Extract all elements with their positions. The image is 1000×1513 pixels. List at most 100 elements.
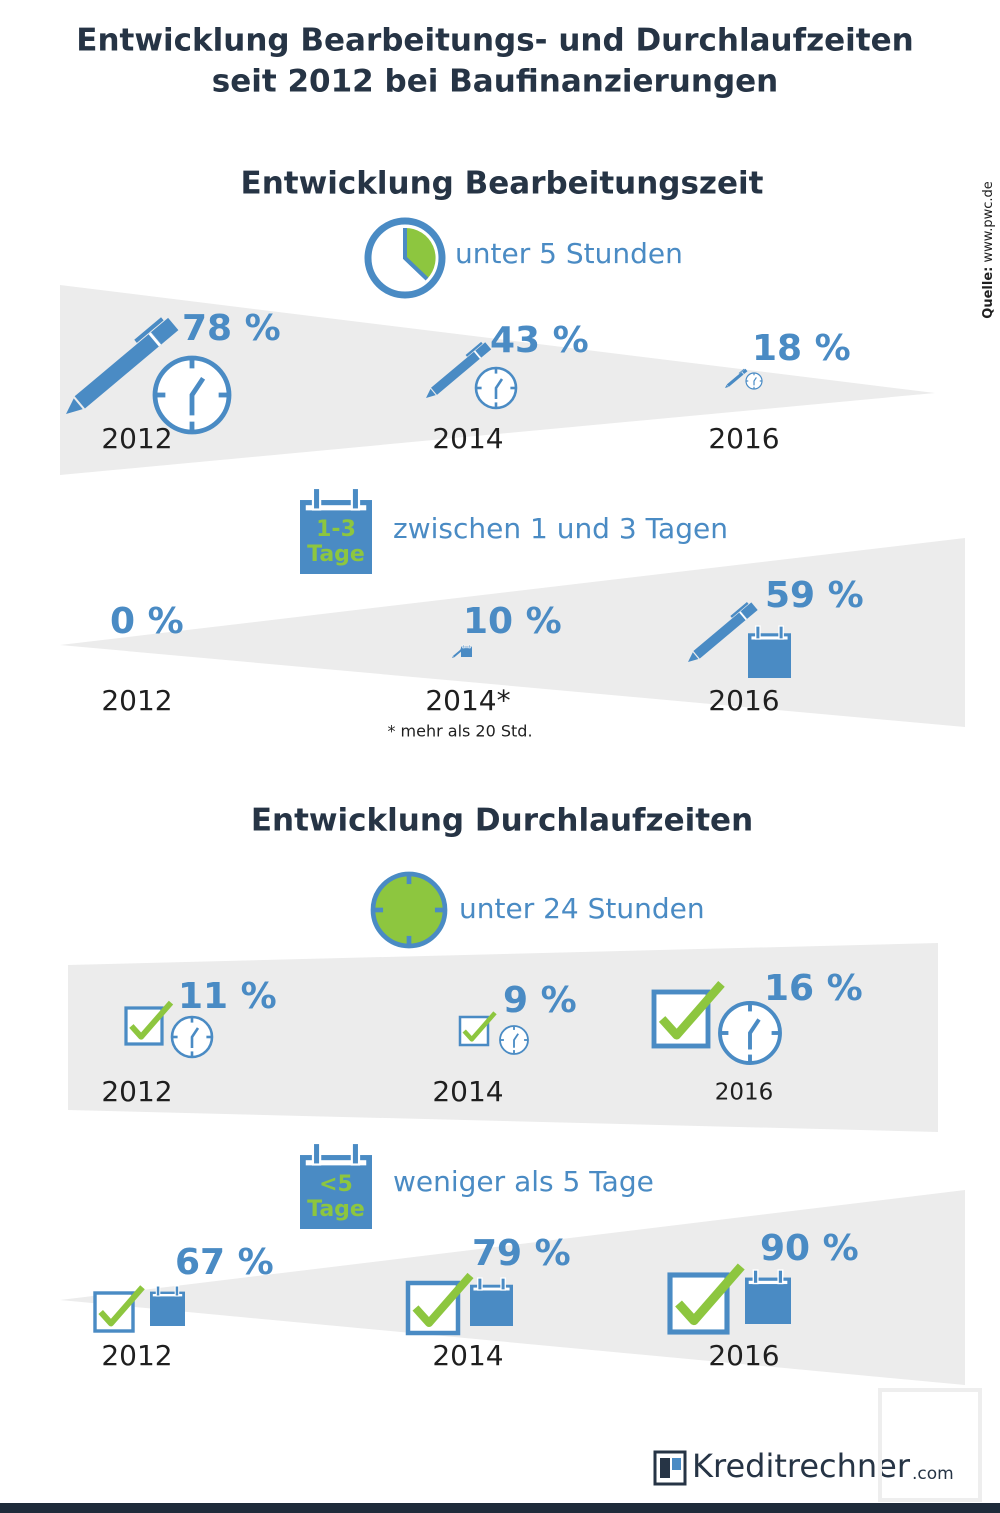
legend-label: unter 5 Stunden [455, 237, 683, 270]
calendar-ring [155, 1285, 161, 1297]
pen-body [74, 332, 162, 409]
pen-grip [742, 368, 748, 375]
year: 2016 [715, 1080, 774, 1106]
pen-grip [475, 342, 492, 358]
calendar-icon [461, 644, 472, 657]
group: unter 5 Stunden 78 % 2012 43 % 2014 18 % 2016 [60, 217, 935, 475]
calendar-ring [778, 625, 784, 640]
clock-hands [513, 1033, 519, 1048]
year: 2016 [708, 684, 779, 717]
section-heading: Entwicklung Durchlaufzeiten [251, 803, 753, 839]
item: 18 % 2016 [708, 328, 850, 455]
check-mark [98, 1285, 145, 1327]
checkbox-icon [458, 1011, 497, 1047]
percent: 11 % [178, 976, 277, 1017]
pen-tip [725, 384, 729, 388]
percent: 79 % [472, 1233, 571, 1274]
item: 0 % 2012 [101, 601, 183, 717]
check-mark [675, 1263, 745, 1326]
check-mark [658, 981, 725, 1040]
calendar-body [300, 500, 372, 574]
logo-name: Kreditrechner [692, 1447, 911, 1485]
logo: Kreditrechner .com [653, 1388, 982, 1502]
checkbox-icon [667, 1263, 745, 1335]
pen-body [726, 371, 745, 387]
calendar-ring [350, 1141, 361, 1166]
icon-text: Tage [307, 1197, 365, 1222]
pen-clip [730, 602, 749, 618]
pen-tip [452, 656, 455, 658]
year: 2014 [432, 1339, 503, 1372]
item: 59 % 2016 [688, 575, 864, 717]
year: 2012 [101, 684, 172, 717]
year: 2014 [432, 1075, 503, 1108]
legend-label: zwischen 1 und 3 Tagen [393, 512, 728, 545]
pen-body [693, 611, 748, 659]
pen-body [431, 350, 482, 395]
checkbox-icon [124, 1000, 174, 1046]
calendar-icon [150, 1285, 185, 1326]
calendar-ring [468, 644, 471, 649]
calendar-body [745, 1277, 791, 1324]
clock-icon [170, 1015, 214, 1059]
pen-icon [725, 368, 748, 388]
item: 79 % 2014 [405, 1233, 571, 1372]
calendar-body [461, 646, 472, 657]
percent: 9 % [503, 980, 577, 1021]
icon-text: Tage [307, 542, 365, 567]
clock-icon [718, 1001, 782, 1065]
clock-icon [499, 1025, 529, 1055]
clock-hands [494, 378, 504, 399]
percent: 67 % [175, 1242, 274, 1283]
year: 2012 [101, 422, 172, 455]
clock-hands [189, 377, 206, 416]
source-url: www.pwc.de [981, 181, 996, 262]
year: 2014 [432, 422, 503, 455]
item: 11 % 2012 [101, 976, 276, 1108]
pen-grip [740, 602, 758, 619]
pen-band [148, 332, 162, 347]
calendar-ring [477, 1277, 483, 1291]
calendar-top [152, 1294, 183, 1297]
check-mark [412, 1272, 474, 1327]
clock-hands [753, 377, 757, 386]
clock-hands [748, 1018, 761, 1050]
calendar-ring [777, 1269, 784, 1285]
item: 10 % 2014* [425, 601, 561, 717]
calendar-body [150, 1291, 185, 1326]
item: 9 % 2014 [432, 980, 576, 1108]
section: Entwicklung Bearbeitungszeit unter 5 Stun… [60, 166, 965, 741]
clock-face [370, 871, 448, 949]
calendar-ring [311, 486, 322, 511]
year: 2012 [101, 1075, 172, 1108]
clock-icon [370, 871, 448, 949]
year: 2016 [708, 1339, 779, 1372]
title-line: Entwicklung Bearbeitungs- und Durchlaufz… [76, 23, 913, 59]
svg-text:Quelle: www.pwc.de: Quelle: www.pwc.de [981, 181, 996, 318]
clock-icon [152, 355, 232, 435]
check-mark [462, 1011, 497, 1042]
pen-band [473, 350, 482, 359]
percent: 43 % [490, 320, 589, 361]
icon-text: 1-3 [316, 517, 356, 542]
calendar-icon [300, 486, 372, 574]
pen-band [739, 611, 747, 621]
calendar-top [305, 1160, 367, 1166]
calendar-icon [300, 1141, 372, 1229]
calendar-icon [748, 625, 791, 678]
calendar-icon [745, 1269, 791, 1324]
section: Entwicklung Durchlaufzeiten unter 24 Stun… [60, 803, 965, 1385]
pen-icon [688, 602, 758, 662]
pen-grip [151, 317, 179, 345]
calendar-top [751, 636, 788, 640]
calendar-body [470, 1284, 513, 1326]
calendar-ring [311, 1141, 322, 1166]
percent: 90 % [760, 1228, 859, 1269]
calendar-ring [174, 1285, 180, 1297]
calendar-ring [350, 486, 361, 511]
checkbox-icon [651, 981, 725, 1049]
pen-clip [134, 317, 164, 343]
